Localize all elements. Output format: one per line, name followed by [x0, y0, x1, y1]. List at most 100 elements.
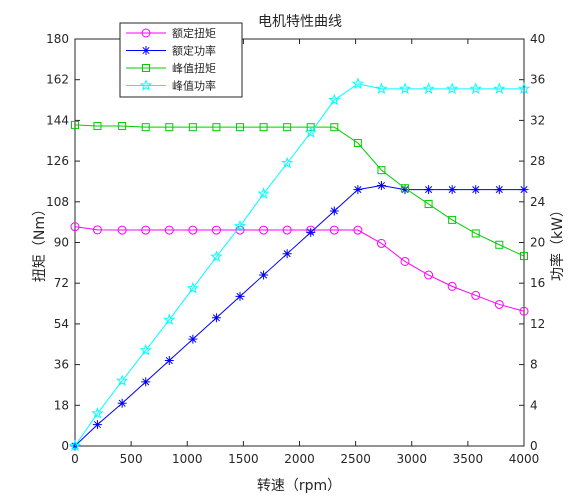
x-tick-label: 4000	[509, 452, 540, 466]
series-line-4	[74, 83, 524, 447]
series-4-point	[281, 156, 294, 169]
series-2-point	[141, 377, 151, 387]
x-tick-label: 500	[120, 452, 143, 466]
series-1-point	[376, 238, 386, 248]
series-2-point	[353, 185, 363, 195]
left-y-tick-label: 162	[46, 73, 69, 87]
series-1-point	[117, 225, 127, 235]
series-1-point	[70, 222, 80, 232]
series-3-point	[424, 200, 433, 209]
series-3-point	[93, 122, 102, 131]
series-4-point	[375, 82, 388, 95]
right-y-tick-label: 32	[530, 113, 545, 127]
series-3-point	[236, 123, 245, 132]
chart-title: 电机特性曲线	[258, 14, 342, 30]
series-3-point	[448, 215, 457, 224]
left-y-tick-label: 180	[46, 32, 69, 46]
right-y-tick-label: 4	[530, 398, 538, 412]
x-tick-label: 1000	[172, 452, 203, 466]
left-y-tick-label: 36	[54, 358, 69, 372]
right-y-tick-label: 24	[530, 195, 545, 209]
series-2-point	[235, 291, 245, 301]
series-2-point	[447, 185, 457, 195]
legend-label-2: 额定功率	[172, 44, 216, 58]
right-y-tick-label: 16	[530, 276, 545, 290]
series-1-point	[141, 225, 151, 235]
right-y-tick-label: 40	[530, 32, 545, 46]
series-1-point	[282, 225, 292, 235]
x-tick-label: 3500	[453, 452, 484, 466]
series-4-point	[210, 250, 223, 262]
series-4-point	[446, 82, 459, 95]
series-2-point	[329, 206, 339, 216]
series-1-point	[164, 225, 174, 235]
series-2-point	[376, 181, 386, 191]
series-1-point	[353, 225, 363, 235]
right-y-axis-title: 功率（kW）	[549, 203, 566, 281]
x-tick-label: 1500	[228, 452, 259, 466]
left-y-tick-label: 90	[54, 236, 69, 250]
series-4-point	[116, 374, 129, 387]
legend-marker-3	[142, 64, 150, 72]
series-1-point	[494, 299, 504, 309]
series-2-point	[519, 185, 529, 195]
series-3-point	[259, 123, 268, 132]
series-3-point	[377, 166, 386, 175]
series-3-point	[330, 123, 339, 132]
left-y-tick-label: 0	[61, 439, 69, 453]
series-2-point	[117, 398, 127, 408]
series-3-point	[71, 120, 79, 129]
series-3-point	[283, 123, 292, 132]
series-3-point	[118, 122, 127, 131]
left-y-axis-title: 扭矩（Nm）	[32, 202, 48, 282]
series-3-point	[165, 123, 174, 132]
legend-label-1: 额定扭矩	[172, 26, 216, 40]
series-2-point	[188, 334, 198, 344]
x-tick-label: 2000	[284, 452, 315, 466]
legend-marker-4	[139, 79, 153, 91]
x-tick-label: 2500	[340, 452, 371, 466]
legend-label-4: 峰值功率	[172, 79, 216, 93]
legend-marker-2	[141, 46, 151, 55]
series-1-point	[400, 256, 410, 266]
right-y-tick-label: 28	[530, 154, 545, 168]
series-4-point	[68, 439, 82, 452]
series-3-point	[495, 240, 504, 249]
series-1-point	[92, 225, 102, 235]
series-4-point	[233, 219, 247, 232]
legend-box	[119, 22, 243, 98]
series-2-point	[400, 185, 410, 195]
series-4-point	[351, 77, 364, 89]
right-y-tick-label: 20	[530, 236, 545, 250]
series-1-point	[211, 225, 221, 235]
series-1-point	[259, 225, 269, 235]
series-2-point	[494, 185, 504, 195]
series-3-point	[401, 184, 410, 193]
series-4-point	[517, 82, 531, 95]
series-1-point	[471, 290, 481, 300]
series-4-point	[493, 82, 506, 95]
series-4-point	[469, 82, 482, 95]
series-2-point	[282, 249, 292, 259]
series-1-point	[188, 225, 198, 235]
left-y-tick-label: 72	[54, 276, 69, 290]
series-4-point	[304, 126, 317, 138]
x-tick-label: 3000	[396, 452, 427, 466]
left-y-tick-label: 18	[54, 398, 69, 412]
series-2-point	[211, 313, 221, 323]
series-3-point	[188, 123, 197, 132]
series-2-point	[259, 270, 269, 280]
right-y-tick-label: 0	[530, 439, 538, 453]
series-1-point	[447, 281, 457, 291]
legend-marker-1	[141, 28, 151, 38]
series-3-point	[141, 123, 150, 132]
series-2-point	[424, 185, 434, 195]
series-3-point	[353, 139, 362, 148]
left-y-tick-label: 54	[54, 317, 69, 331]
series-1-point	[424, 270, 434, 280]
series-1-point	[329, 225, 339, 235]
right-y-tick-label: 8	[530, 358, 538, 372]
right-y-tick-label: 36	[530, 73, 545, 87]
x-tick-label: 0	[71, 452, 79, 466]
